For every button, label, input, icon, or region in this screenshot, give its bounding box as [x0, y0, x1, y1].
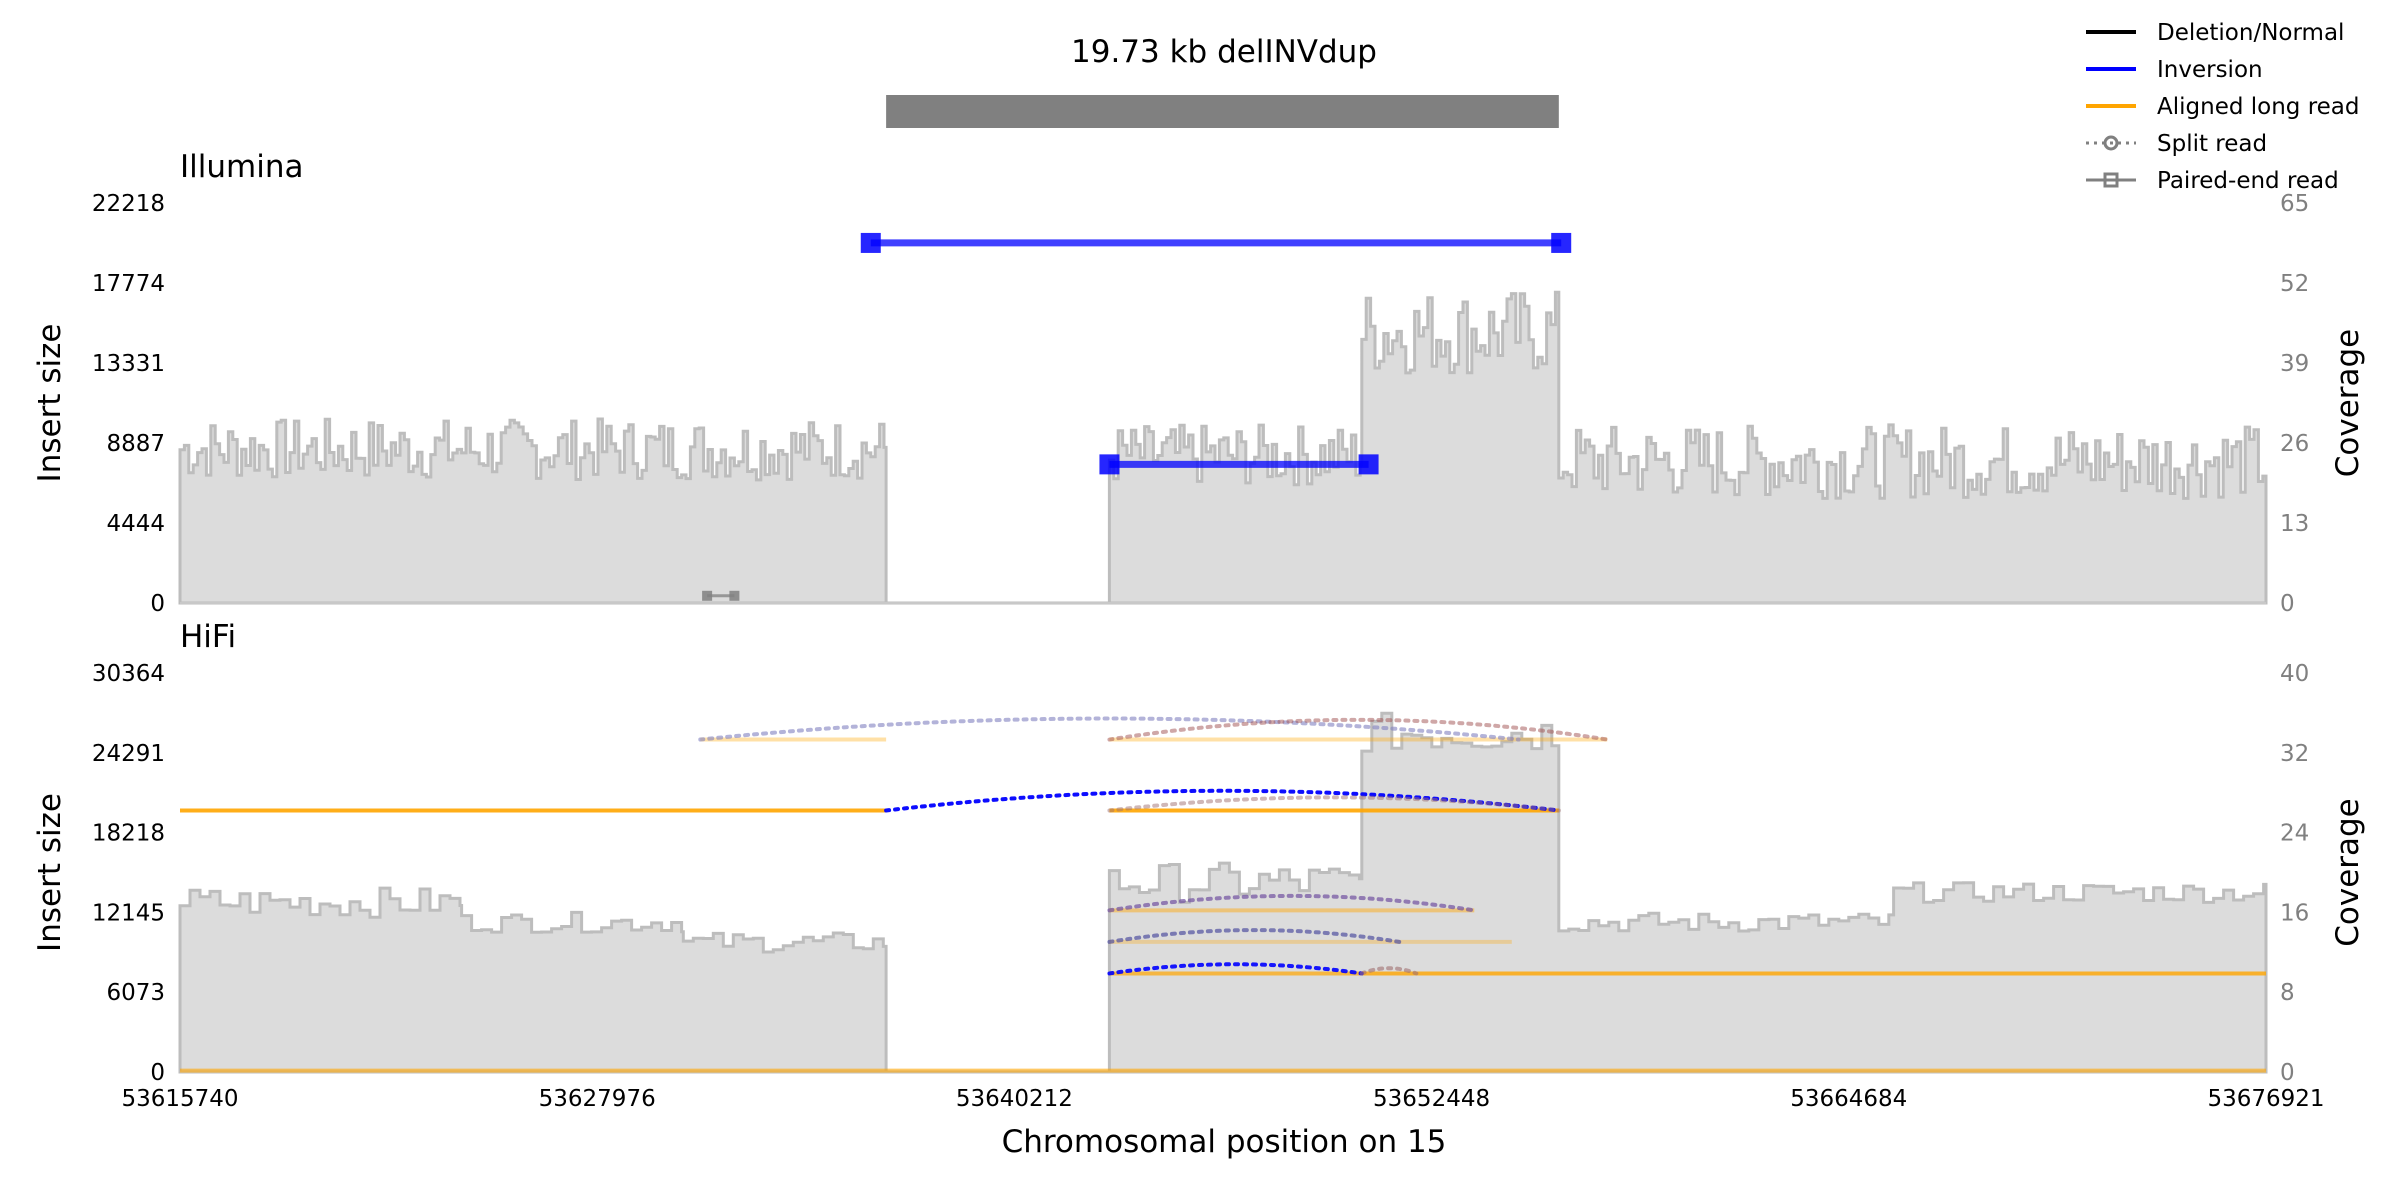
- split-read-arc: [1107, 717, 1610, 742]
- y-tick-label: 4444: [106, 511, 165, 537]
- y-tick-label: 8887: [106, 431, 165, 457]
- legend-label: Aligned long read: [2157, 94, 2360, 120]
- x-axis-label: Chromosomal position on 15: [1002, 1124, 1447, 1160]
- read-end-marker: [1551, 232, 1572, 253]
- x-tick-label: 53664684: [1790, 1086, 1907, 1112]
- legend: Deletion/Normal Inversion Aligned long rea…: [2086, 20, 2360, 194]
- coverage-area: [178, 290, 2268, 605]
- coverage-axis-label: Coverage: [2330, 329, 2366, 478]
- y-tick-label: 18218: [92, 821, 165, 847]
- coverage-tick-label: 0: [2280, 1060, 2295, 1086]
- read-end-marker: [860, 232, 881, 253]
- y-tick-label: 6073: [106, 980, 165, 1006]
- panel-title: Illumina: [180, 149, 303, 185]
- coverage-axis-label: Coverage: [2330, 798, 2366, 947]
- sv-span-bar: [886, 95, 1559, 128]
- y-tick-label: 17774: [92, 271, 165, 297]
- chart-title: 19.73 kb delINVdup: [1071, 34, 1377, 70]
- y-axis-label: Insert size: [32, 324, 68, 483]
- coverage-area: [178, 711, 2268, 1074]
- x-tick-label: 53652448: [1373, 1086, 1490, 1112]
- legend-label: Paired-end read: [2157, 168, 2339, 194]
- coverage-tick-label: 40: [2280, 661, 2309, 687]
- legend-label: Inversion: [2157, 57, 2263, 83]
- y-tick-label: 0: [150, 1060, 165, 1086]
- y-tick-label: 0: [150, 591, 165, 617]
- legend-marker: [2103, 135, 2119, 151]
- coverage-tick-label: 52: [2280, 271, 2309, 297]
- legend-label: Deletion/Normal: [2157, 20, 2344, 46]
- read-end-marker: [1099, 454, 1120, 475]
- x-tick-label: 53627976: [539, 1086, 656, 1112]
- read-end-marker: [702, 590, 713, 601]
- x-tick-label: 53615740: [121, 1086, 238, 1112]
- coverage-tick-label: 13: [2280, 511, 2309, 537]
- y-tick-label: 13331: [92, 351, 165, 377]
- split-read-arc: [698, 716, 1521, 742]
- y-tick-label: 12145: [92, 900, 165, 926]
- coverage-tick-label: 0: [2280, 591, 2295, 617]
- hifi-panel: HiFi 0 6073 12145 18218 24291 30364 0 8 16 24 32 40 I…: [32, 619, 2366, 1086]
- read-end-marker: [729, 590, 740, 601]
- coverage-tick-label: 24: [2280, 821, 2309, 847]
- x-axis: 53615740 53627976 53640212 53652448 53664684…: [121, 1086, 2324, 1112]
- y-tick-label: 30364: [92, 661, 165, 687]
- coverage-tick-label: 8: [2280, 980, 2295, 1006]
- split-read-arc: [1107, 795, 1561, 813]
- illumina-panel: Illumina 0 4444 8887 13331 17774 22218 0 13 26 39 5…: [32, 149, 2366, 617]
- legend-marker: [2103, 172, 2119, 188]
- x-tick-label: 53676921: [2207, 1086, 2324, 1112]
- x-tick-label: 53640212: [956, 1086, 1073, 1112]
- panel-title: HiFi: [180, 619, 236, 655]
- coverage-tick-label: 39: [2280, 351, 2309, 377]
- split-read-arc: [1107, 928, 1402, 944]
- split-read-arc: [1107, 893, 1477, 913]
- split-read-arc: [1359, 966, 1419, 976]
- y-tick-label: 22218: [92, 191, 165, 217]
- legend-label: Split read: [2157, 131, 2267, 157]
- y-axis-label: Insert size: [32, 793, 68, 952]
- coverage-tick-label: 32: [2280, 741, 2309, 767]
- coverage-tick-label: 65: [2280, 191, 2309, 217]
- coverage-tick-label: 26: [2280, 431, 2309, 457]
- coverage-tick-label: 16: [2280, 900, 2309, 926]
- y-tick-label: 24291: [92, 741, 165, 767]
- read-end-marker: [1358, 454, 1379, 475]
- split-read-arc: [1107, 962, 1364, 976]
